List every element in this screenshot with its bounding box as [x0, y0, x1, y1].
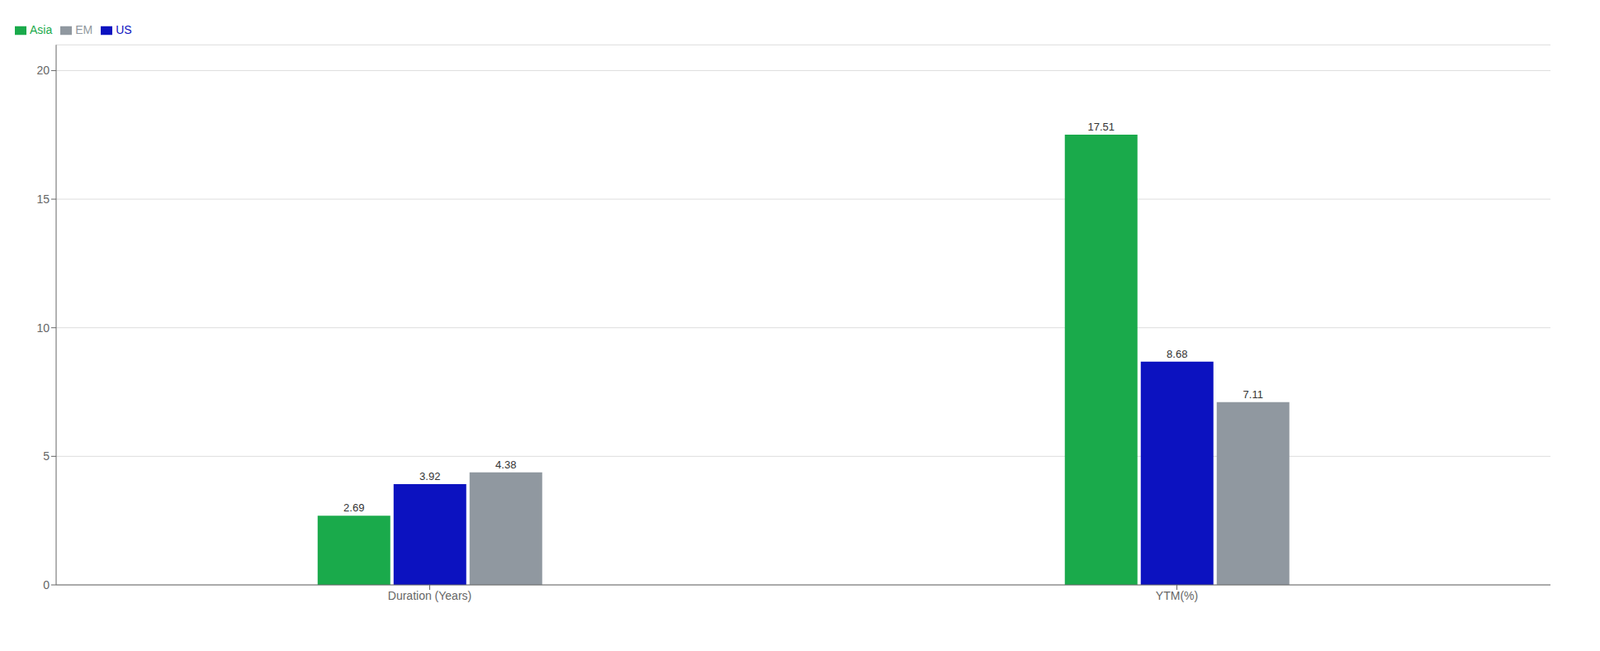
svg-text:0: 0	[42, 577, 50, 592]
html-text:EM: EM	[75, 23, 93, 37]
svg-text:17.51: 17.51	[1087, 120, 1115, 133]
svg-text:Duration (Years): Duration (Years)	[388, 588, 472, 602]
svg-text:2.69: 2.69	[343, 501, 365, 514]
svg-text:8.68: 8.68	[1166, 347, 1188, 360]
svg-text:5: 5	[42, 449, 50, 463]
svg-text:YTM(%): YTM(%)	[1155, 588, 1198, 602]
html-text:Asia: Asia	[29, 23, 53, 37]
svg-text:4.38: 4.38	[495, 458, 516, 471]
svg-text:3.92: 3.92	[419, 469, 441, 483]
svg-text:20: 20	[36, 63, 50, 77]
svg-text:7.11: 7.11	[1243, 388, 1264, 401]
svg-text:10: 10	[36, 321, 50, 335]
html-text:US: US	[115, 23, 132, 37]
svg-text:15: 15	[36, 192, 50, 206]
